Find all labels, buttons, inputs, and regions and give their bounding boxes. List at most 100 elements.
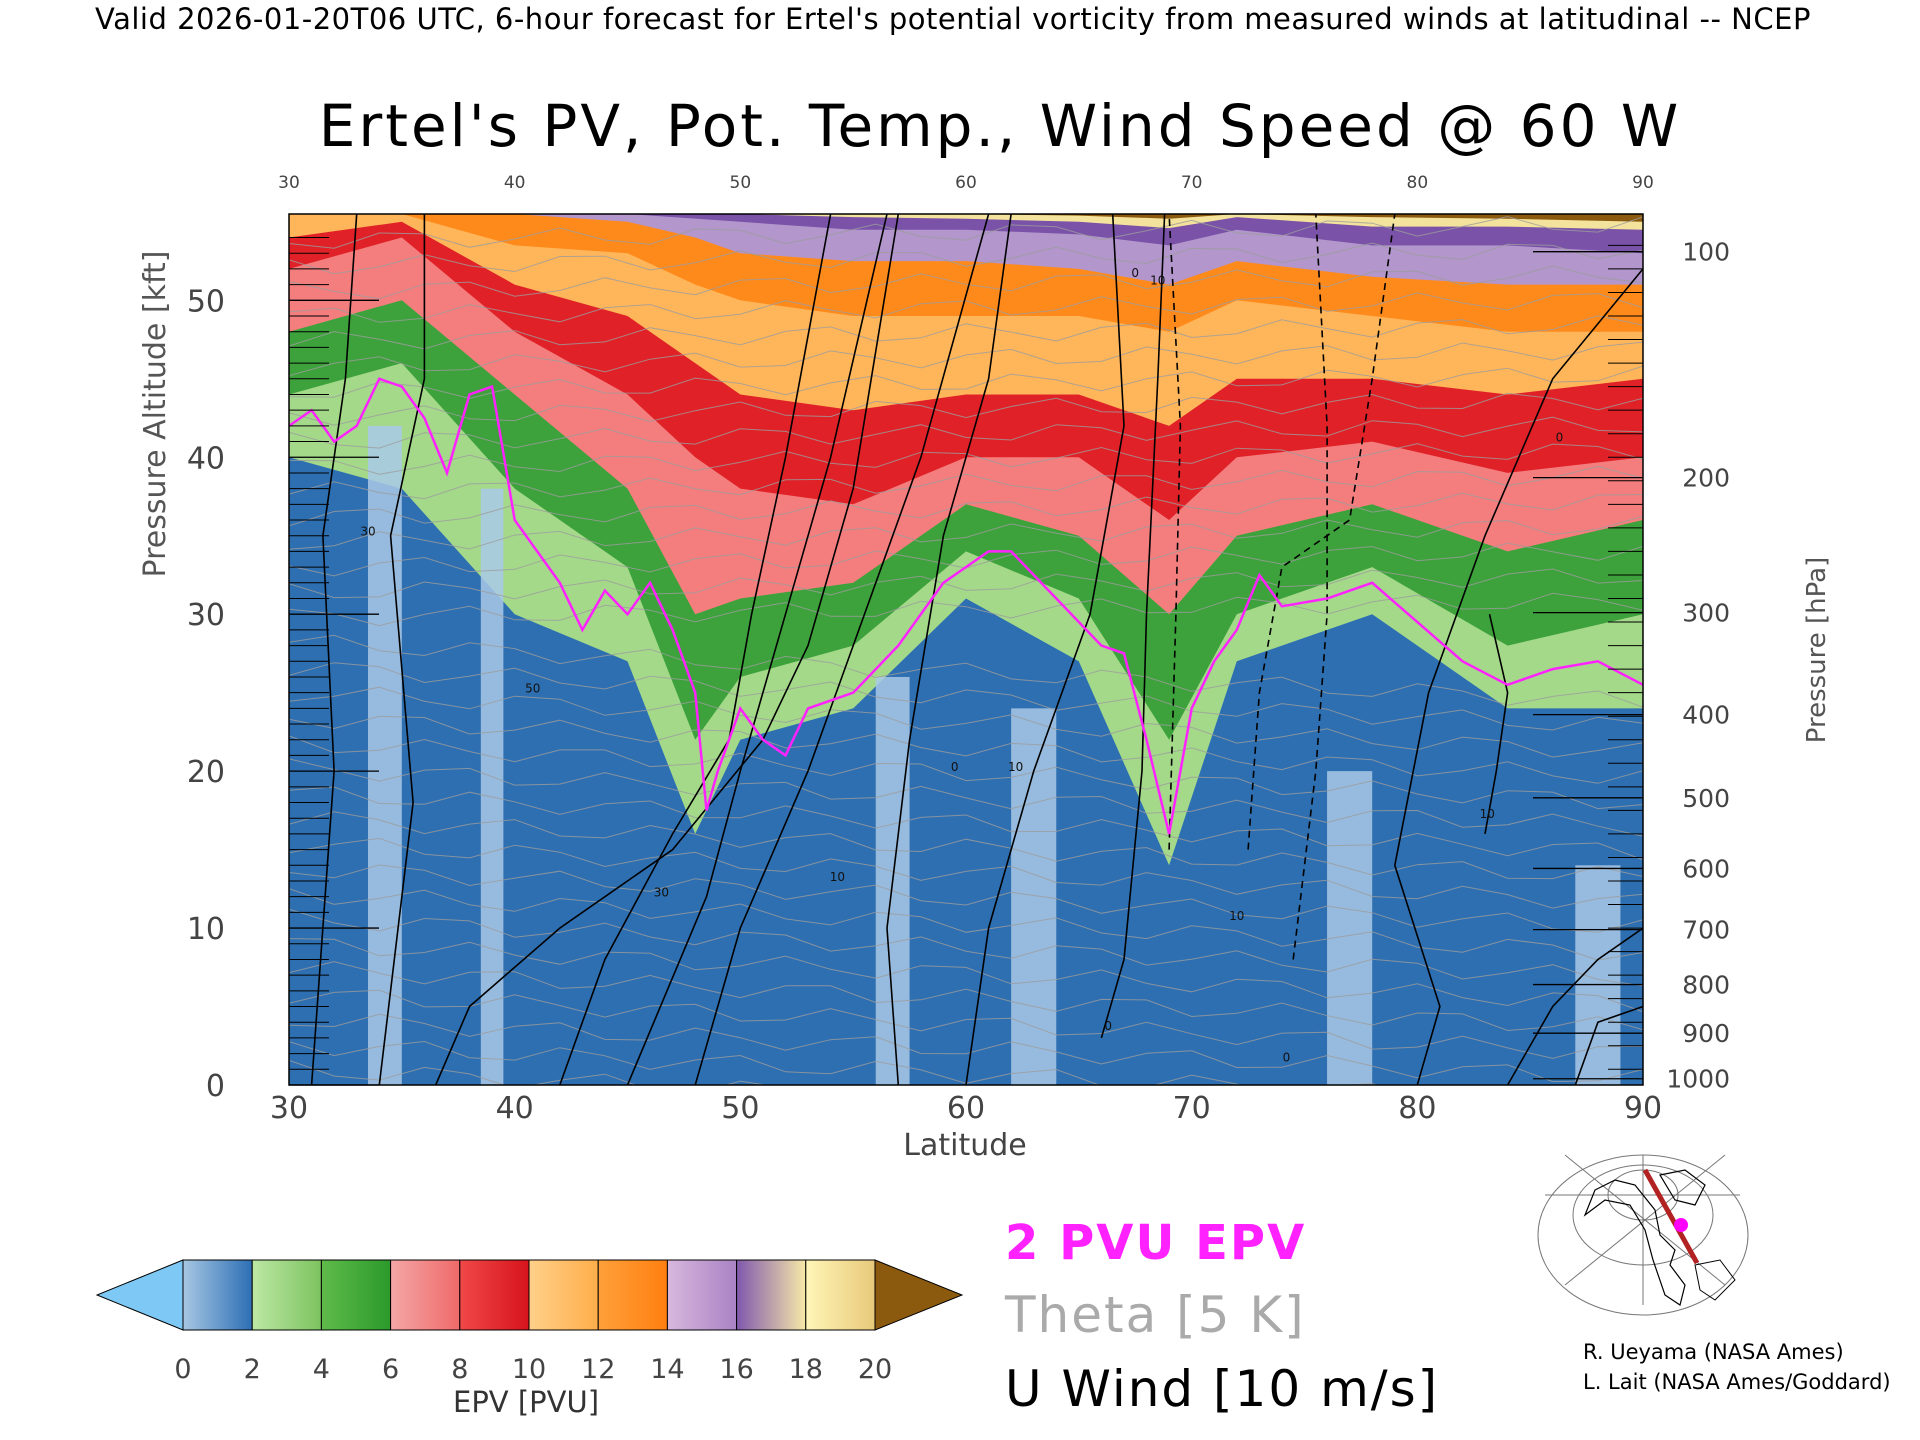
theta-contour	[289, 758, 1643, 837]
colorbar-bin	[390, 1259, 461, 1331]
u-wind-contour	[1506, 927, 1643, 1085]
x-top-tick-label: 40	[504, 173, 526, 193]
colorbar-over-arrow	[874, 1259, 964, 1331]
colorbar-under-arrow	[95, 1259, 184, 1331]
theta-contour	[289, 837, 1643, 909]
theta-contour	[289, 341, 1643, 377]
valid-time-header: Valid 2026-01-20T06 UTC, 6-hour forecast…	[95, 2, 1811, 36]
theta-contour	[289, 715, 1643, 784]
theta-contour	[289, 515, 1643, 550]
pv-color-field	[289, 214, 1643, 1085]
x-tick-label: 40	[496, 1091, 534, 1126]
chart-title: Ertel's PV, Pot. Temp., Wind Speed @ 60 …	[318, 92, 1682, 160]
contour-label: 0	[1283, 1050, 1291, 1064]
u-wind-contour	[1100, 214, 1166, 1039]
u-wind-contour	[434, 214, 900, 1085]
theta-contour	[289, 786, 1643, 861]
contour-label: 30	[360, 525, 375, 539]
x-axis-label: Latitude	[903, 1128, 1026, 1163]
contour-label: 10	[1229, 909, 1244, 923]
y-tick-label: 40	[187, 441, 225, 476]
colorbar-tick-label: 8	[451, 1354, 468, 1385]
theta-contour	[289, 938, 1643, 1013]
section-marker	[1674, 1218, 1688, 1232]
colorbar-tick-label: 16	[719, 1354, 753, 1385]
x-top-tick-label: 50	[730, 173, 752, 193]
x-tick-label: 70	[1173, 1091, 1211, 1126]
plot-frame	[288, 213, 1644, 1086]
colorbar-tick-label: 0	[174, 1354, 191, 1385]
y-tick-label: 50	[187, 284, 225, 319]
contour-label: 0	[951, 760, 959, 774]
contour-label: 50	[525, 682, 540, 696]
two-pvu-contour	[289, 377, 1643, 835]
contour-label: 30	[654, 886, 669, 900]
u-wind-contour-negative	[1247, 214, 1396, 850]
x-tick-label: 50	[721, 1091, 759, 1126]
colorbar-bin	[805, 1259, 876, 1331]
colorbar-tick-label: 10	[512, 1354, 546, 1385]
colorbar: 0 2 4 6 8 10 12 14 16 18 20	[95, 1259, 964, 1385]
contour-label: 0	[1131, 266, 1139, 280]
colorbar-tick-label: 12	[581, 1354, 615, 1385]
contour-label: 10	[1150, 274, 1165, 288]
theta-contours	[289, 216, 1643, 1085]
theta-contour	[289, 392, 1643, 426]
colorbar-tick-label: 14	[650, 1354, 684, 1385]
colorbar-label: EPV [PVU]	[453, 1385, 600, 1419]
theta-contour	[289, 492, 1643, 527]
u-wind-contour	[626, 214, 888, 1085]
x-top-tick-label: 70	[1181, 173, 1203, 193]
u-wind-contour	[1393, 268, 1643, 1085]
y-tick-label: 0	[206, 1069, 225, 1104]
y-tick-label: 20	[187, 755, 225, 790]
colorbar-bin	[459, 1259, 530, 1331]
theta-contour	[289, 864, 1643, 933]
x-top-tick-label: 90	[1632, 173, 1654, 193]
pv-light-column	[480, 488, 504, 1085]
y2-tick-label: 600	[1682, 854, 1730, 883]
x-tick-label: 60	[947, 1091, 985, 1126]
y2-tick-label: 200	[1682, 464, 1730, 493]
contour-label: 10	[1008, 760, 1023, 774]
theta-contour	[289, 735, 1643, 810]
u-wind-contour	[694, 214, 990, 1085]
coastline	[1583, 1179, 1686, 1306]
colorbar-bin	[320, 1259, 392, 1331]
theta-contour	[289, 568, 1643, 600]
y-tick-label: 30	[187, 598, 225, 633]
colorbar-bin	[597, 1259, 668, 1331]
legend-u-wind: U Wind [10 m/s]	[1005, 1360, 1440, 1418]
y2-tick-label: 1000	[1666, 1065, 1730, 1094]
y2-tick-label: 800	[1682, 971, 1730, 1000]
credit-line-1: R. Ueyama (NASA Ames)	[1583, 1340, 1844, 1364]
y2-tick-label: 100	[1682, 238, 1730, 267]
u-wind-contours	[310, 214, 1643, 1085]
theta-contour	[289, 1013, 1643, 1083]
inset-map	[1537, 1154, 1749, 1316]
contour-label: 0	[1556, 431, 1564, 445]
u-wind-contour	[378, 214, 426, 1085]
x-tick-label: 90	[1624, 1091, 1662, 1126]
pv-light-column	[367, 425, 402, 1085]
theta-contour	[289, 634, 1643, 708]
theta-contour	[289, 416, 1643, 449]
x-top-tick-label: 30	[278, 173, 300, 193]
credit-line-2: L. Lait (NASA Ames/Goddard)	[1583, 1370, 1891, 1394]
u-wind-contour-negative	[1168, 214, 1182, 850]
theta-contour	[289, 662, 1643, 731]
x-tick-label: 30	[270, 1091, 308, 1126]
y-axis-label: Pressure Altitude [kft]	[138, 251, 173, 578]
colorbar-bin	[528, 1259, 599, 1331]
y2-tick-label: 300	[1682, 599, 1730, 628]
theta-contour	[289, 989, 1643, 1059]
theta-contour	[289, 961, 1643, 1032]
u-wind-contour	[1484, 614, 1509, 835]
pv-light-column	[1327, 771, 1373, 1085]
theta-contour	[289, 443, 1643, 475]
theta-contour	[289, 888, 1643, 961]
contour-label: 10	[1480, 807, 1495, 821]
x-top-tick-label: 80	[1407, 173, 1429, 193]
